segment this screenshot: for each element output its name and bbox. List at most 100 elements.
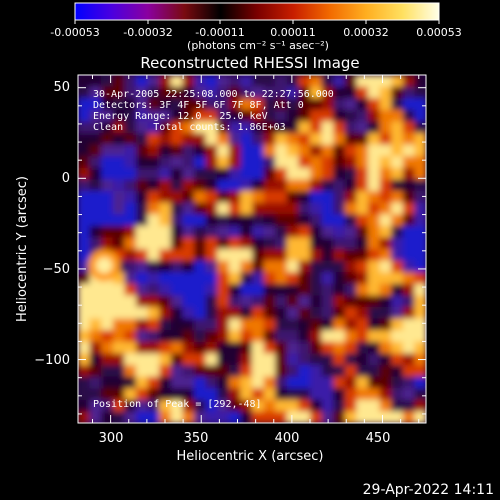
heatmap-cell — [101, 144, 114, 157]
heatmap-cell — [112, 75, 125, 88]
heatmap-cell — [414, 225, 426, 238]
heatmap-cell — [101, 283, 114, 296]
heatmap-cell — [275, 341, 288, 354]
heatmap-cell — [344, 133, 357, 146]
heatmap-cell — [101, 133, 114, 146]
heatmap-cell — [194, 109, 207, 122]
heatmap-cell — [252, 341, 265, 354]
heatmap-cell — [217, 365, 230, 378]
heatmap-cell — [170, 109, 183, 122]
heatmap-cell — [240, 411, 253, 423]
heatmap-cell — [89, 283, 102, 296]
heatmap-cell — [194, 191, 207, 204]
heatmap-cell — [194, 365, 207, 378]
heatmap-cell — [368, 353, 381, 366]
heatmap-cell — [217, 121, 230, 134]
heatmap-cell — [101, 225, 114, 238]
heatmap-cell — [252, 75, 265, 88]
heatmap-cell — [310, 283, 323, 296]
heatmap-cell — [170, 341, 183, 354]
heatmap-cell — [240, 86, 253, 99]
heatmap-cell — [263, 399, 276, 412]
heatmap-cell — [112, 167, 125, 180]
heatmap-cell — [263, 249, 276, 262]
heatmap-cell — [368, 318, 381, 331]
heatmap-cell — [205, 156, 218, 169]
heatmap-cell — [101, 330, 114, 343]
heatmap-cell — [228, 75, 241, 88]
heatmap-cell — [333, 249, 346, 262]
heatmap-cell — [194, 295, 207, 308]
heatmap-cell — [170, 225, 183, 238]
heatmap-cell — [194, 144, 207, 157]
heatmap-cell — [228, 283, 241, 296]
heatmap-cell — [391, 260, 404, 273]
heatmap-cell — [333, 295, 346, 308]
heatmap-cell — [368, 225, 381, 238]
heatmap-cell — [321, 399, 334, 412]
heatmap-cell — [240, 75, 253, 88]
heatmap-cell — [275, 318, 288, 331]
heatmap-cell — [263, 225, 276, 238]
heatmap-cell — [368, 202, 381, 215]
heatmap-cell — [344, 167, 357, 180]
heatmap-cell — [136, 144, 149, 157]
heatmap-cell — [321, 225, 334, 238]
heatmap-cell — [78, 98, 91, 111]
clean-counts-label: Clean Total counts: 1.86E+03 — [93, 122, 286, 133]
heatmap-cell — [228, 249, 241, 262]
heatmap-cell — [159, 98, 172, 111]
heatmap-cell — [402, 237, 415, 250]
heatmap-cell — [124, 283, 137, 296]
heatmap-cell — [240, 388, 253, 401]
heatmap-cell — [356, 272, 369, 285]
heatmap-cell — [182, 179, 195, 192]
heatmap-cell — [194, 121, 207, 134]
heatmap-cell — [368, 156, 381, 169]
heatmap-cell — [379, 121, 392, 134]
heatmap-cell — [170, 376, 183, 389]
heatmap-cell — [310, 260, 323, 273]
heatmap-cell — [205, 388, 218, 401]
heatmap-cell — [240, 249, 253, 262]
heatmap-cell — [402, 167, 415, 180]
heatmap-cell — [228, 202, 241, 215]
x-tick-label-0: 300 — [99, 431, 124, 446]
heatmap-cell — [263, 353, 276, 366]
heatmap-cell — [147, 98, 160, 111]
heatmap-cell — [344, 249, 357, 262]
heatmap-cell — [159, 341, 172, 354]
heatmap-cell — [368, 179, 381, 192]
heatmap-cell — [147, 365, 160, 378]
heatmap-cell — [310, 214, 323, 227]
heatmap-cell — [217, 144, 230, 157]
heatmap-cell — [333, 167, 346, 180]
heatmap-cell — [263, 307, 276, 320]
heatmap-cell — [159, 75, 172, 88]
heatmap-cell — [182, 399, 195, 412]
heatmap-cell — [391, 214, 404, 227]
x-tick-label-1: 350 — [184, 431, 209, 446]
heatmap-cell — [240, 179, 253, 192]
heatmap-cell — [228, 330, 241, 343]
heatmap-cell — [286, 376, 299, 389]
heatmap-cell — [379, 365, 392, 378]
heatmap-cell — [298, 156, 311, 169]
heatmap-cell — [217, 376, 230, 389]
heatmap-cell — [182, 121, 195, 134]
heatmap-cell — [159, 365, 172, 378]
heatmap-cell — [170, 237, 183, 250]
colorbar-tick-3: 0.00011 — [270, 26, 316, 39]
heatmap-cell — [159, 260, 172, 273]
heatmap-cell — [182, 341, 195, 354]
heatmap-cell — [170, 156, 183, 169]
heatmap-cell — [356, 365, 369, 378]
heatmap-cell — [263, 214, 276, 227]
heatmap-cell — [286, 75, 299, 88]
heatmap-cell — [402, 179, 415, 192]
heatmap-cell — [379, 133, 392, 146]
y-tick-label-0: 50 — [53, 80, 70, 95]
heatmap-cell — [379, 388, 392, 401]
heatmap-cell — [356, 109, 369, 122]
